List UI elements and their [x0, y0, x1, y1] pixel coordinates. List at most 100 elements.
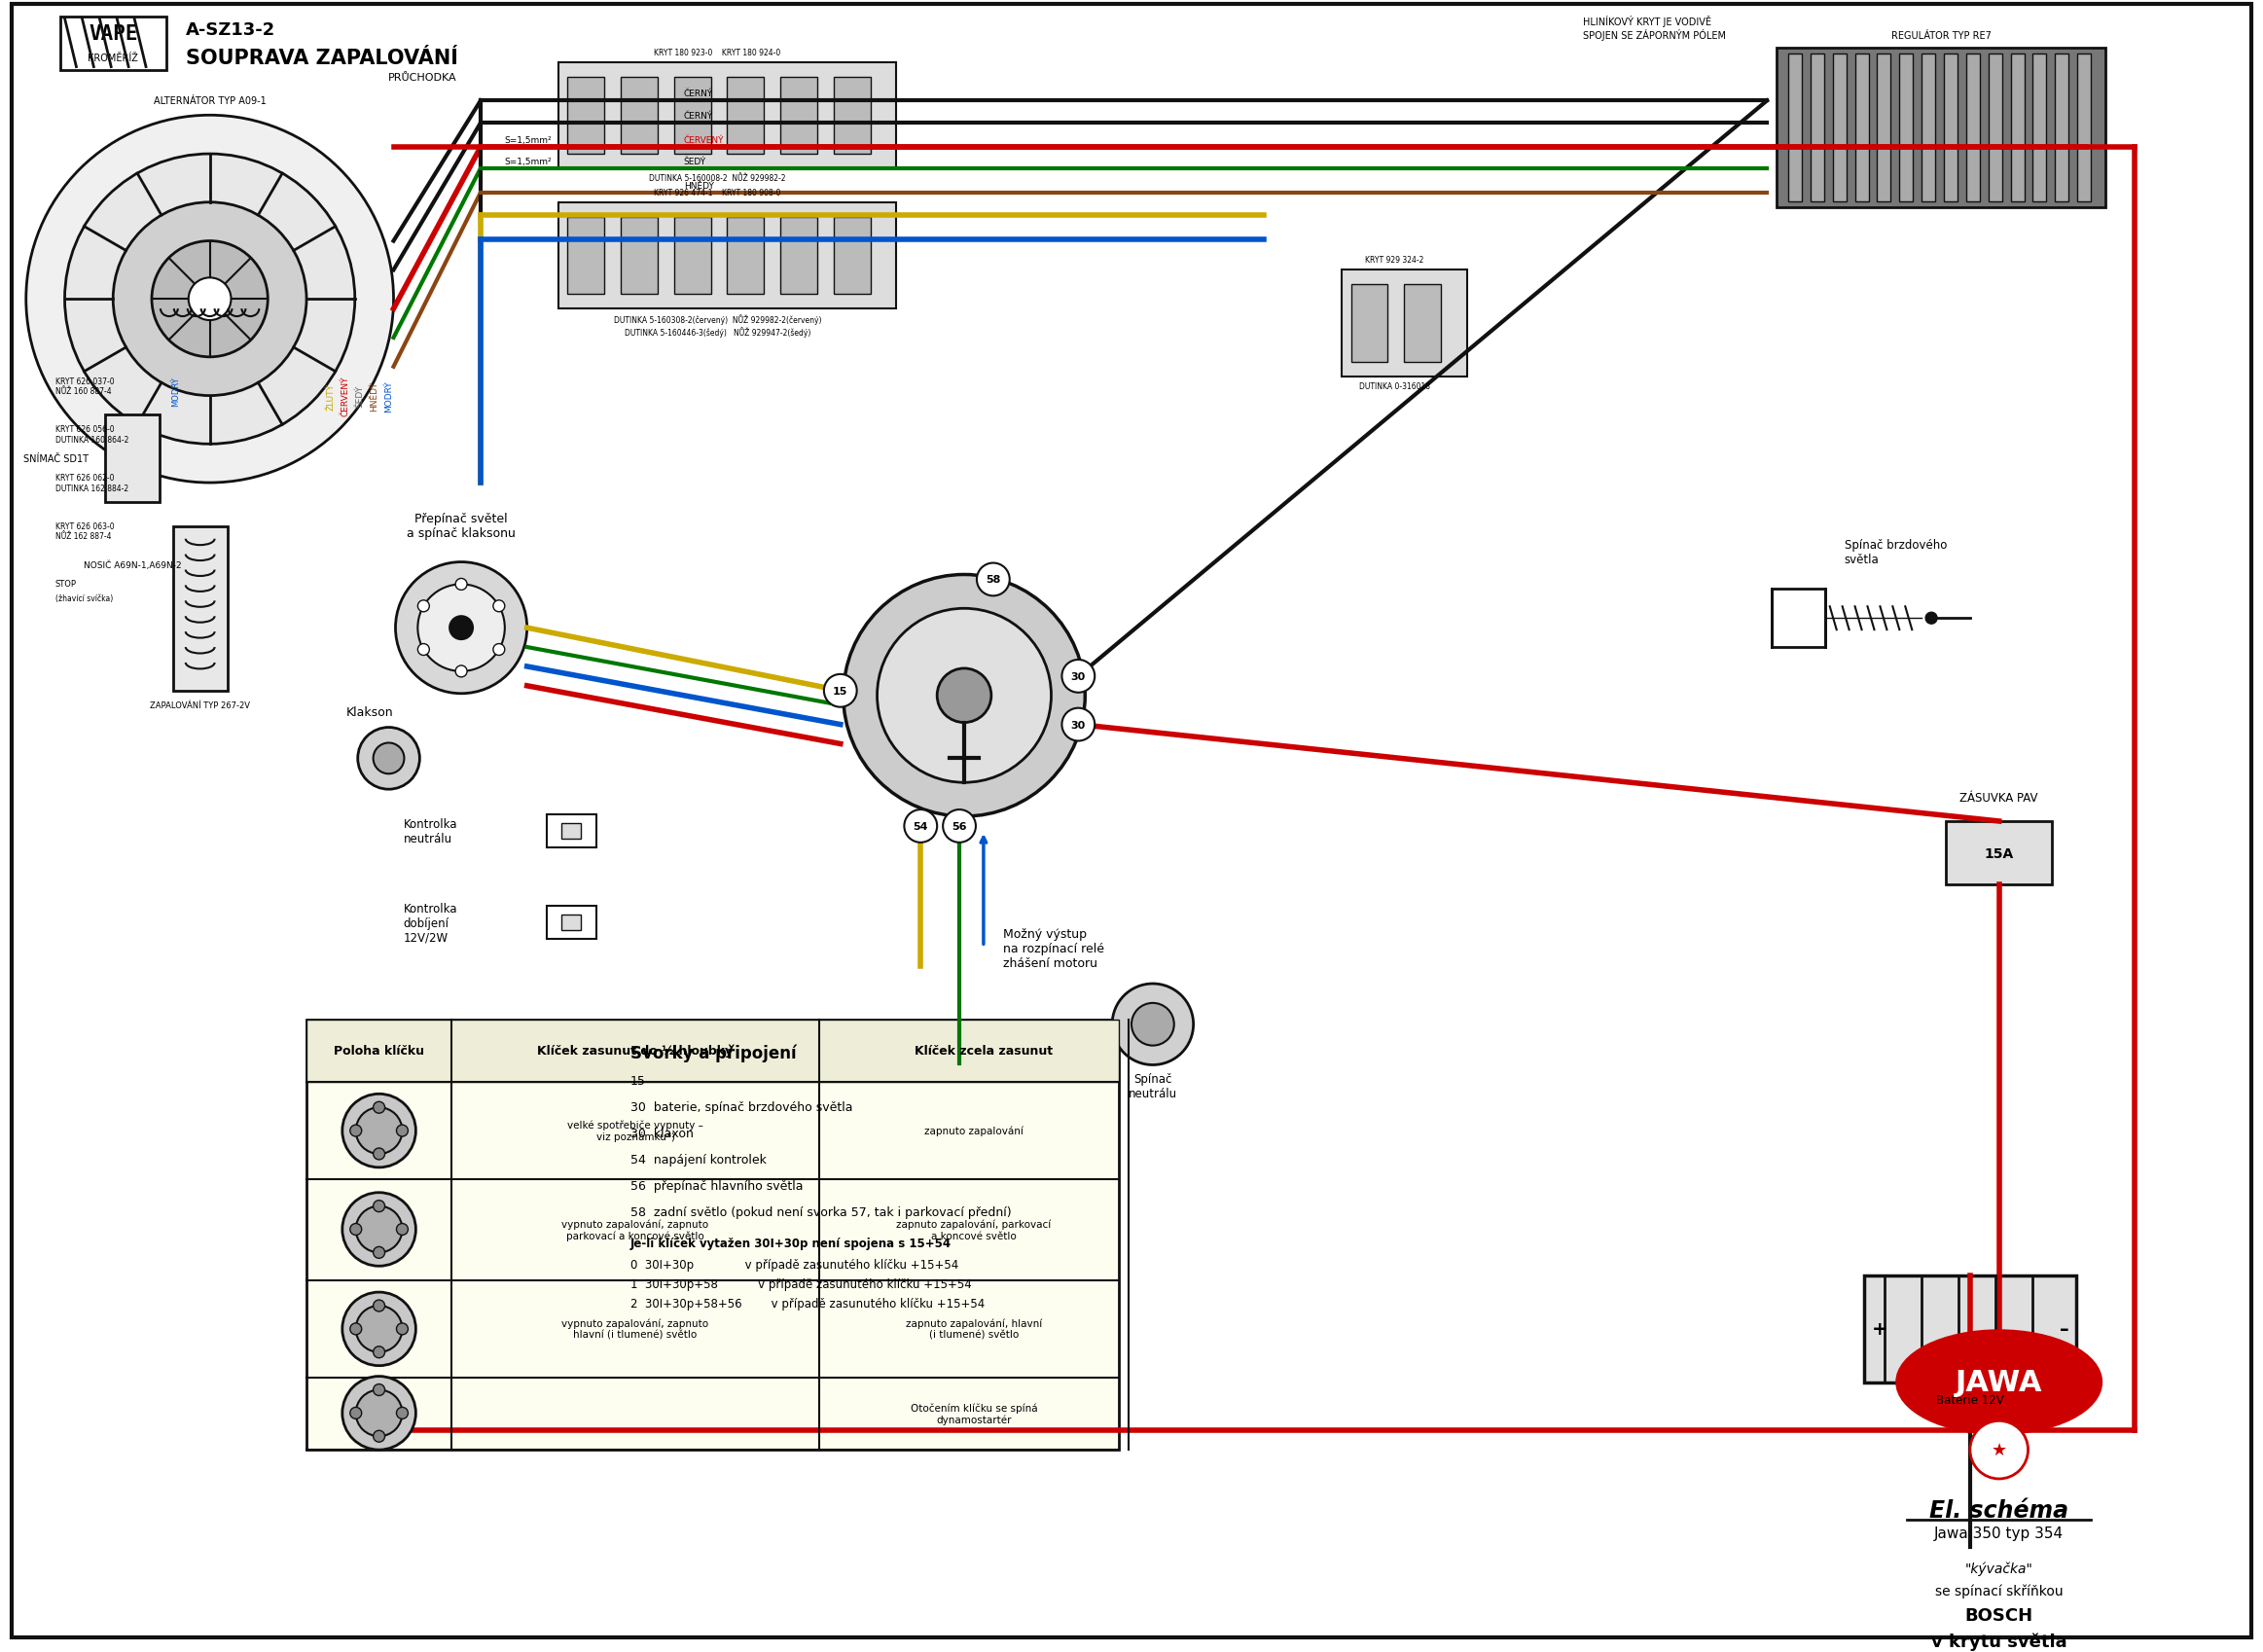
Text: ŠEDÝ: ŠEDÝ — [683, 157, 706, 167]
Bar — [2077, 55, 2091, 202]
Bar — [1946, 821, 2053, 884]
Text: DUTINKA 5-160308-2(červený)  NŮŽ 929982-2(červený): DUTINKA 5-160308-2(červený) NŮŽ 929982-2… — [613, 314, 821, 325]
Circle shape — [355, 1206, 403, 1252]
Text: SNÍMAČ SD1T: SNÍMAČ SD1T — [23, 454, 88, 464]
Circle shape — [373, 743, 405, 775]
Text: STOP: STOP — [54, 580, 77, 588]
Circle shape — [978, 563, 1009, 596]
Circle shape — [25, 116, 394, 484]
Bar — [2032, 55, 2046, 202]
Circle shape — [1111, 985, 1193, 1066]
Circle shape — [493, 601, 505, 613]
Bar — [674, 78, 711, 155]
Text: KRYT 626 062-0
DUTINKA 162 884-2: KRYT 626 062-0 DUTINKA 162 884-2 — [54, 474, 129, 492]
Text: DUTINKA 5-160446-3(šedý)   NŮŽ 929947-2(šedý): DUTINKA 5-160446-3(šedý) NŮŽ 929947-2(še… — [625, 327, 810, 337]
Text: Možný výstup
na rozpínací relé
zhášení motoru: Možný výstup na rozpínací relé zhášení m… — [1003, 928, 1104, 970]
Bar — [1833, 55, 1847, 202]
Circle shape — [351, 1224, 362, 1236]
Circle shape — [373, 1102, 385, 1113]
Circle shape — [358, 729, 419, 790]
Text: ŠEDÝ: ŠEDÝ — [355, 385, 364, 408]
Text: "kývačka": "kývačka" — [1964, 1561, 2032, 1574]
Text: –: – — [2059, 1320, 2068, 1338]
Bar — [1899, 55, 1912, 202]
Circle shape — [396, 1224, 407, 1236]
Text: Kontrolka
dobíjení
12V/2W: Kontrolka dobíjení 12V/2W — [403, 902, 457, 943]
Ellipse shape — [1896, 1332, 2100, 1432]
Bar — [1856, 55, 1869, 202]
Text: HNĚDÝ: HNĚDÝ — [369, 382, 378, 411]
Bar — [1772, 590, 1824, 648]
Text: S=1,5mm²: S=1,5mm² — [505, 135, 552, 145]
Circle shape — [905, 809, 937, 843]
Circle shape — [1971, 1421, 2028, 1479]
Circle shape — [342, 1193, 416, 1265]
Text: ŽLUTÝ: ŽLUTÝ — [326, 383, 335, 410]
Circle shape — [152, 241, 267, 357]
Text: Přepínač světel
a spínač klaksonu: Přepínač světel a spínač klaksonu — [407, 512, 516, 540]
Circle shape — [355, 1108, 403, 1155]
Circle shape — [113, 203, 306, 396]
Circle shape — [342, 1376, 416, 1450]
Bar — [833, 78, 871, 155]
Bar — [833, 218, 871, 294]
Circle shape — [1132, 1003, 1174, 1046]
Text: 56  přepínač hlavního světla: 56 přepínač hlavního světla — [631, 1180, 803, 1191]
Circle shape — [419, 601, 430, 613]
Text: DUTINKA 5-160008-2  NŮŽ 929982-2: DUTINKA 5-160008-2 NŮŽ 929982-2 — [649, 173, 785, 183]
Circle shape — [419, 585, 505, 672]
Bar — [306, 1019, 1118, 1082]
Circle shape — [373, 1201, 385, 1213]
Text: Svorky a připojení: Svorky a připojení — [631, 1044, 797, 1062]
Text: KRYT 926 474-1    KRYT 180 908-0: KRYT 926 474-1 KRYT 180 908-0 — [654, 188, 781, 197]
Text: 2  30I+30p+58+56        v případě zasunutého klíčku +15+54: 2 30I+30p+58+56 v případě zasunutého klí… — [631, 1297, 984, 1310]
Text: KRYT 626 037-0
NŮŽ 160 887-4: KRYT 626 037-0 NŮŽ 160 887-4 — [54, 377, 113, 396]
Text: VAPE: VAPE — [88, 25, 138, 43]
Text: ZAPALOVÁNÍ TYP 267-2V: ZAPALOVÁNÍ TYP 267-2V — [149, 700, 251, 709]
Bar — [1865, 1275, 2077, 1383]
Text: 30: 30 — [1070, 672, 1086, 682]
Text: El. schéma: El. schéma — [1930, 1498, 2068, 1521]
Text: 54: 54 — [912, 821, 928, 831]
Bar — [1810, 55, 1824, 202]
Text: KRYT 626 063-0
NŮŽ 162 887-4: KRYT 626 063-0 NŮŽ 162 887-4 — [54, 522, 113, 540]
Text: Jawa 350 typ 354: Jawa 350 typ 354 — [1935, 1525, 2064, 1540]
Circle shape — [396, 1323, 407, 1335]
Bar — [1878, 55, 1890, 202]
Text: Spínač brzdového
světla: Spínač brzdového světla — [1844, 539, 1946, 565]
Circle shape — [844, 575, 1084, 816]
Circle shape — [342, 1292, 416, 1366]
Circle shape — [373, 1148, 385, 1160]
Text: velké spotřebiče vypnuty –
viz poznámku*): velké spotřebiče vypnuty – viz poznámku*… — [568, 1120, 704, 1142]
Text: Spínač
neutrálu: Spínač neutrálu — [1129, 1072, 1177, 1100]
Bar — [1944, 55, 1957, 202]
Bar — [1342, 271, 1466, 377]
Circle shape — [351, 1125, 362, 1137]
Text: Baterie 12V: Baterie 12V — [1937, 1394, 2005, 1406]
Text: MODRÝ: MODRÝ — [385, 380, 394, 411]
Text: zapnuto zapalování, hlavní
(i tlumené) světlo: zapnuto zapalování, hlavní (i tlumené) s… — [905, 1318, 1041, 1340]
Text: ČERNÝ: ČERNÝ — [683, 89, 713, 99]
Text: DUTINKA 0-316018: DUTINKA 0-316018 — [1360, 382, 1430, 390]
Text: MODRÝ: MODRÝ — [172, 377, 179, 406]
Circle shape — [944, 809, 975, 843]
Text: zapnuto zapalování, parkovací
a koncové světlo: zapnuto zapalování, parkovací a koncové … — [896, 1219, 1052, 1241]
Bar — [620, 78, 659, 155]
Text: SOUPRAVA ZAPALOVÁNÍ: SOUPRAVA ZAPALOVÁNÍ — [186, 48, 457, 68]
Circle shape — [1061, 709, 1095, 742]
Text: Otočením klíčku se spíná
dynamostartér: Otočením klíčku se spíná dynamostartér — [910, 1403, 1036, 1424]
Circle shape — [373, 1247, 385, 1259]
Text: 58: 58 — [987, 575, 1000, 585]
Text: PRŮCHODKA: PRŮCHODKA — [389, 73, 457, 83]
Bar — [568, 218, 604, 294]
Text: 54  napájení kontrolek: 54 napájení kontrolek — [631, 1153, 767, 1166]
Bar — [1405, 286, 1442, 362]
Bar — [545, 907, 597, 940]
Bar — [2010, 55, 2023, 202]
Bar — [1921, 55, 1935, 202]
Text: Klakson: Klakson — [346, 705, 394, 719]
Bar — [1351, 286, 1387, 362]
Bar — [172, 527, 226, 691]
Bar — [59, 18, 165, 71]
Bar — [559, 203, 896, 309]
